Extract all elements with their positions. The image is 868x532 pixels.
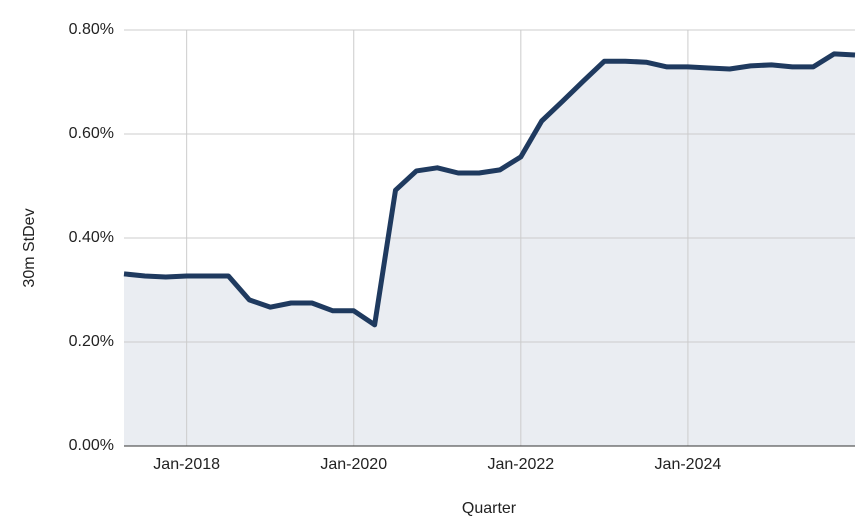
line [123,51,856,328]
y-tick-label: 0.60% [69,125,114,142]
x-tick-label: Jan-2024 [655,456,722,473]
x-axis-title: Quarter [462,500,517,517]
x-tick-label: Jan-2022 [487,456,554,473]
y-tick-label: 0.80% [69,21,114,38]
area [124,53,855,447]
x-tick-label: Jan-2020 [320,456,387,473]
y-axis-title: 30m StDev [21,208,38,287]
y-tick-label: 0.40% [69,229,114,246]
y-tick-label: 0.20% [69,333,114,350]
x-tick-label: Jan-2018 [153,456,220,473]
y-tick-label: 0.00% [69,437,114,454]
